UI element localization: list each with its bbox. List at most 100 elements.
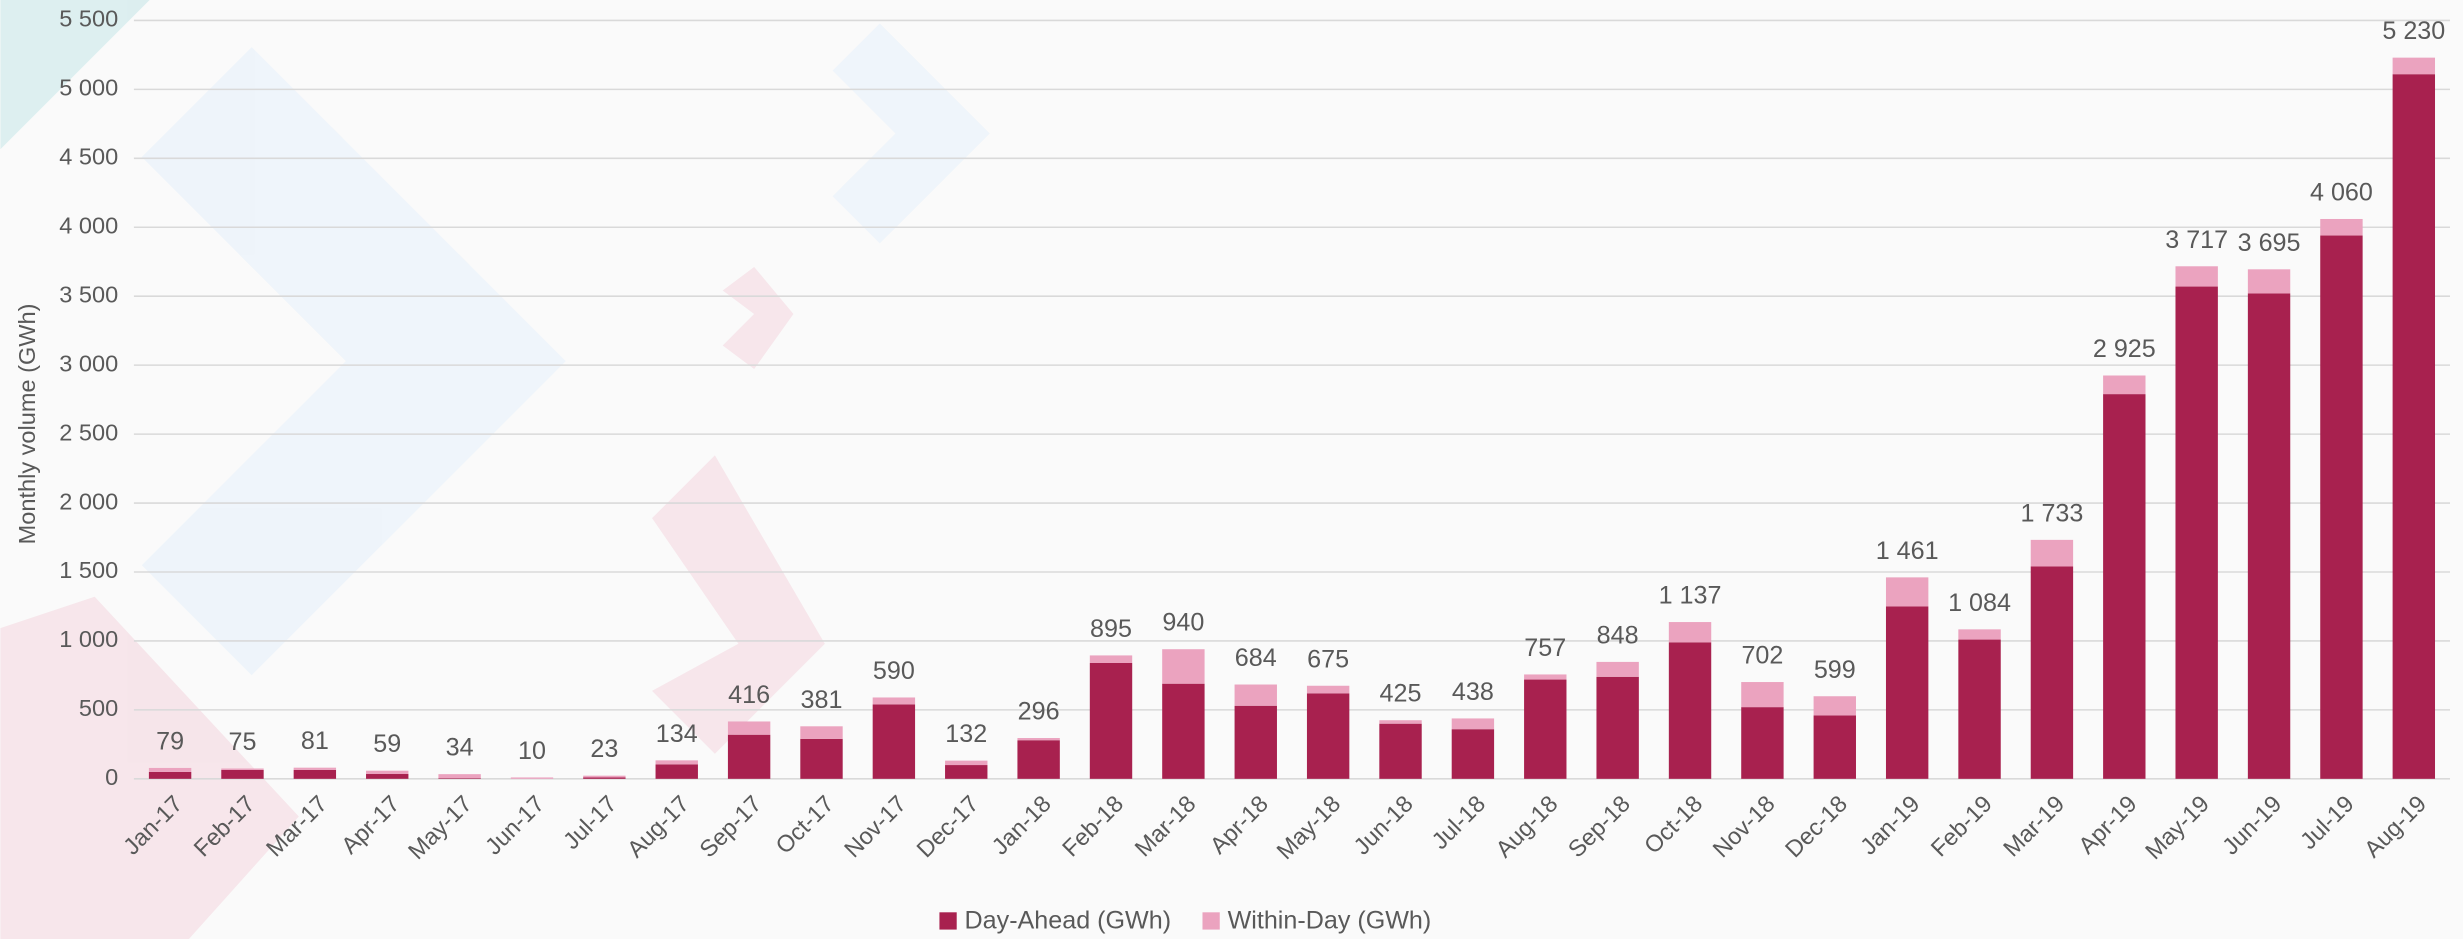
- total-label: 59: [373, 730, 401, 758]
- bar-segment: [873, 697, 915, 704]
- bar-segment: [1886, 606, 1928, 778]
- bar-segment: [728, 735, 770, 779]
- bar-segment: [656, 760, 698, 764]
- bar-segment: [2248, 293, 2290, 778]
- x-tick-label: Jun-19: [2217, 790, 2286, 859]
- bar-segment: [656, 764, 698, 778]
- background-decoration: [0, 0, 989, 939]
- bar-segment: [1814, 696, 1856, 715]
- bar-segment: [1090, 663, 1132, 779]
- bar-segment: [1307, 686, 1349, 694]
- bar-segment: [1162, 649, 1204, 683]
- x-tick-label: Aug-18: [1491, 790, 1563, 862]
- bar-segment: [1379, 720, 1421, 723]
- total-label: 599: [1814, 656, 1856, 684]
- bar-segment: [366, 774, 408, 779]
- bar-segment: [149, 768, 191, 772]
- bar-segment: [2031, 540, 2073, 567]
- total-label: 1 084: [1948, 589, 2011, 617]
- bar-segment: [1524, 674, 1566, 679]
- bar-segment: [366, 771, 408, 774]
- bar-segment: [945, 761, 987, 765]
- legend-swatch: [1202, 912, 1219, 929]
- legend-swatch: [939, 912, 956, 929]
- y-axis-title: Monthly volume (GWh): [14, 304, 40, 545]
- x-tick-label: Apr-18: [1205, 790, 1273, 858]
- y-tick-label: 2 000: [59, 488, 118, 514]
- bar-segment: [873, 704, 915, 778]
- total-label: 757: [1524, 634, 1566, 662]
- y-tick-label: 5 500: [59, 6, 118, 32]
- y-tick-label: 1 500: [59, 557, 118, 583]
- bar-segment: [728, 721, 770, 734]
- total-label: 702: [1741, 642, 1783, 670]
- bar-segment: [1741, 707, 1783, 779]
- bar-segment: [1669, 642, 1711, 779]
- bar-segment: [1814, 715, 1856, 778]
- x-tick-label: Oct-17: [770, 790, 838, 858]
- x-tick-label: Oct-18: [1639, 790, 1707, 858]
- y-tick-label: 2 500: [59, 419, 118, 445]
- bar-segment: [1958, 629, 2000, 639]
- y-tick-label: 4 000: [59, 212, 118, 238]
- legend-label: Within-Day (GWh): [1228, 906, 1432, 934]
- total-label: 23: [590, 735, 618, 763]
- y-tick-label: 500: [79, 695, 118, 721]
- bar-segment: [438, 778, 480, 779]
- bar-segment: [438, 774, 480, 778]
- bar-segment: [2393, 74, 2435, 779]
- total-label: 438: [1452, 678, 1494, 706]
- y-tick-label: 0: [105, 764, 118, 790]
- x-tick-label: Apr-19: [2073, 790, 2141, 858]
- bar-segment: [2248, 269, 2290, 293]
- total-label: 3 717: [2165, 226, 2228, 254]
- total-label: 425: [1380, 680, 1422, 708]
- total-label: 34: [446, 734, 474, 762]
- bar-segment: [1596, 677, 1638, 779]
- bar-segment: [583, 776, 625, 778]
- total-label: 75: [229, 728, 257, 756]
- bar-segment: [149, 772, 191, 779]
- y-tick-label: 5 000: [59, 75, 118, 101]
- total-label: 2 925: [2093, 335, 2156, 363]
- bar-segment: [1162, 684, 1204, 779]
- bar-segment: [1524, 680, 1566, 779]
- bar-segment: [583, 777, 625, 778]
- x-tick-label: Mar-19: [1998, 790, 2069, 861]
- bar-segment: [1452, 718, 1494, 729]
- x-tick-label: Dec-18: [1780, 790, 1852, 862]
- total-label: 4 060: [2310, 178, 2373, 206]
- x-tick-label: Jul-17: [558, 790, 622, 854]
- y-tick-label: 3 000: [59, 350, 118, 376]
- bar-segment: [294, 770, 336, 779]
- bar-segment: [1017, 738, 1059, 740]
- total-label: 381: [801, 686, 843, 714]
- bar-segment: [1307, 693, 1349, 778]
- x-tick-label: May-19: [2140, 790, 2214, 864]
- total-label: 81: [301, 727, 329, 755]
- bar-segment: [1090, 655, 1132, 663]
- total-label: 296: [1018, 698, 1060, 726]
- total-label: 5 230: [2382, 17, 2445, 45]
- bar-segment: [1596, 662, 1638, 677]
- total-label: 684: [1235, 644, 1277, 672]
- x-tick-label: Sep-18: [1563, 790, 1635, 862]
- x-tick-label: Mar-18: [1130, 790, 1201, 861]
- x-tick-label: Jan-18: [987, 790, 1056, 859]
- x-tick-label: May-17: [403, 790, 477, 864]
- x-tick-label: Jan-19: [1855, 790, 1924, 859]
- bar-segment: [2031, 566, 2073, 778]
- x-tick-label: Jul-19: [2295, 790, 2359, 854]
- chart: Monthly volume (GWh) 05001 0001 5002 000…: [0, 0, 2463, 939]
- bar-segment: [1741, 682, 1783, 707]
- x-tick-label: Aug-17: [622, 790, 694, 862]
- x-tick-label: Nov-17: [839, 790, 911, 862]
- bar-segment: [1452, 729, 1494, 779]
- bar-segment: [2103, 394, 2145, 779]
- y-tick-label: 4 500: [59, 144, 118, 170]
- total-label: 416: [728, 681, 770, 709]
- bar-segment: [2175, 266, 2217, 286]
- total-label: 1 733: [2021, 499, 2084, 527]
- bar-segment: [2175, 287, 2217, 779]
- bar-segment: [221, 768, 263, 769]
